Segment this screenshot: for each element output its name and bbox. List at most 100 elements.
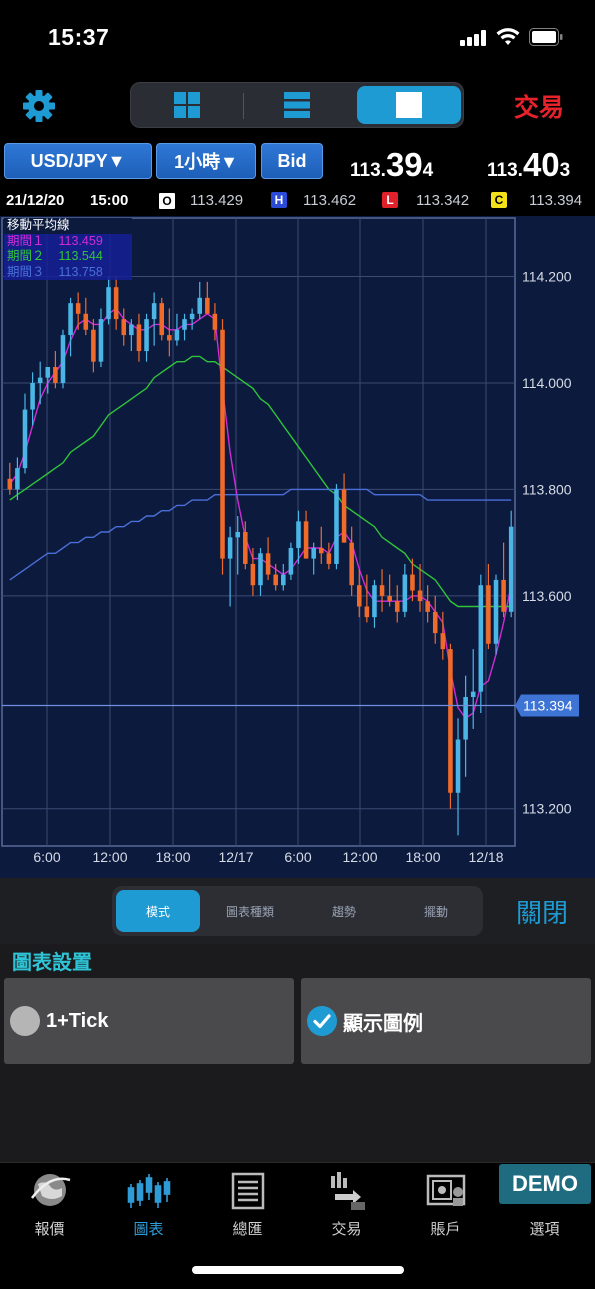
bid-price-fraction: 4 — [422, 160, 434, 181]
candle — [326, 542, 332, 570]
candle — [364, 574, 370, 623]
candle — [281, 563, 286, 591]
nav-quotes[interactable]: 報價 — [0, 1166, 99, 1242]
ohlc-date: 21/12/20 — [6, 192, 65, 209]
legend-item-1-value: 113.459 — [58, 233, 103, 248]
current-price-tag — [515, 694, 579, 717]
cellular-signal-icon — [460, 30, 486, 46]
candle — [136, 313, 142, 362]
home-indicator — [192, 1266, 404, 1274]
checkmark-icon — [307, 1006, 337, 1036]
nav-summary[interactable]: 總匯 — [198, 1166, 297, 1242]
option-show-legend-label: 顯示圖例 — [343, 1012, 423, 1035]
nav-account[interactable]: 賬戶 — [396, 1166, 495, 1242]
battery-icon — [529, 28, 563, 46]
layout-grid-button[interactable] — [135, 86, 239, 124]
x-tick-label: 12:00 — [342, 849, 377, 865]
rows-icon — [284, 92, 310, 118]
candle — [53, 351, 58, 389]
nav-options[interactable]: 選項 — [495, 1166, 594, 1242]
tab-oscillator[interactable]: 擺動 — [423, 904, 448, 919]
layout-rows-button[interactable] — [245, 86, 349, 124]
layout-segmented-control — [130, 82, 464, 128]
candle — [448, 643, 453, 809]
y-tick-label: 113.600 — [522, 588, 572, 604]
y-tick-label: 113.800 — [522, 481, 572, 497]
y-tick-label: 113.200 — [522, 801, 572, 817]
plot-frame — [1, 217, 516, 847]
candle — [356, 569, 362, 618]
candle — [432, 595, 438, 644]
candle — [15, 457, 20, 501]
candle — [113, 276, 119, 330]
high-label: H — [271, 192, 287, 208]
x-tick-label: 18:00 — [405, 849, 440, 865]
legend-item-3-name: 期間３ — [7, 264, 45, 279]
candle — [470, 649, 476, 729]
candle — [227, 526, 233, 607]
candle — [394, 585, 400, 623]
candle — [273, 563, 278, 591]
option-one-tick-label: 1+Tick — [46, 1009, 109, 1032]
single-pane-icon — [396, 92, 422, 118]
candle — [379, 569, 385, 612]
x-tick-label: 12/18 — [468, 849, 503, 865]
candle — [311, 542, 316, 575]
candle — [151, 292, 157, 346]
candle — [387, 574, 392, 607]
candle — [258, 547, 263, 596]
candle — [189, 308, 195, 330]
candle — [182, 313, 187, 341]
timeframe-select[interactable]: 1小時▼ — [156, 143, 256, 179]
candle — [98, 308, 104, 368]
trade-header-link[interactable]: 交易 — [514, 94, 565, 122]
candle — [493, 574, 499, 655]
candle — [296, 510, 301, 564]
candle — [37, 361, 43, 405]
candle — [508, 510, 514, 618]
ohlc-time: 15:00 — [90, 192, 129, 209]
candle — [220, 319, 225, 575]
candle — [463, 675, 468, 777]
candle — [303, 510, 309, 559]
bid-price: 113.394 — [350, 146, 433, 184]
tab-trend[interactable]: 趨勢 — [331, 904, 356, 919]
tab-mode[interactable]: 模式 — [116, 890, 200, 932]
ma-line-1 — [9, 307, 512, 720]
candle — [341, 473, 347, 543]
candle — [402, 563, 408, 618]
candle — [83, 297, 89, 336]
candle — [425, 585, 430, 623]
candle — [318, 526, 324, 564]
price-chart[interactable]: 114.200 114.000 113.800 113.600 113.200 6:00 1… — [0, 216, 595, 878]
current-price-label: 113.394 — [523, 697, 573, 713]
candle — [417, 563, 423, 612]
currency-pair-select[interactable]: USD/JPY▼ — [4, 143, 152, 179]
nav-account-label: 賬戶 — [430, 1221, 461, 1238]
status-time: 15:37 — [48, 24, 110, 50]
document-list-icon — [231, 1172, 264, 1210]
option-one-tick[interactable]: 1+Tick — [4, 978, 294, 1064]
tab-chart-type[interactable]: 圖表種類 — [225, 904, 274, 919]
candle — [372, 579, 377, 628]
candle — [7, 462, 13, 495]
option-show-legend[interactable]: 顯示圖例 — [301, 978, 591, 1064]
radio-unchecked-icon — [10, 1006, 40, 1036]
nav-options-label: 選項 — [529, 1221, 560, 1238]
candle — [60, 329, 66, 389]
bid-ask-toggle[interactable]: Bid — [261, 143, 323, 179]
legend-item-1: 期間１ 113.459 — [4, 234, 132, 250]
y-tick-label: 114.000 — [522, 375, 572, 391]
settings-gear-icon[interactable] — [22, 89, 56, 123]
nav-trade[interactable]: 交易 — [297, 1166, 396, 1242]
nav-chart[interactable]: 圖表 — [99, 1166, 198, 1242]
candle — [455, 718, 461, 836]
panel-tabs: 模式 圖表種類 趨勢 擺動 — [112, 886, 483, 936]
close-panel-button[interactable]: 關閉 — [516, 898, 569, 928]
ask-price-prefix: 113. — [487, 160, 523, 181]
settings-title: 圖表設置 — [12, 952, 92, 974]
candle — [159, 297, 165, 341]
candle — [197, 281, 203, 320]
open-label: O — [158, 192, 176, 210]
layout-single-button[interactable] — [357, 86, 461, 124]
